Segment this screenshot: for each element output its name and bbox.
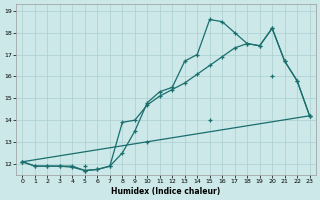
X-axis label: Humidex (Indice chaleur): Humidex (Indice chaleur): [111, 187, 221, 196]
